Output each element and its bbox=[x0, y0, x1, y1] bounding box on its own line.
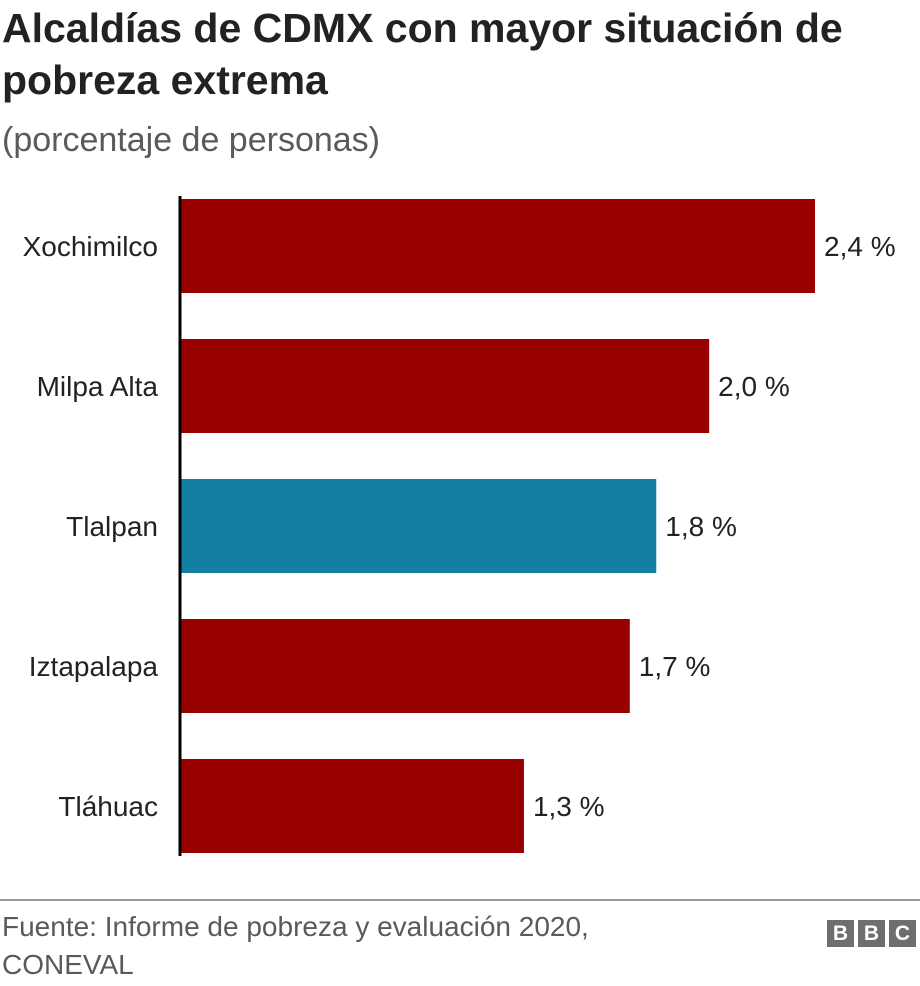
footer-divider bbox=[0, 899, 920, 901]
bbc-logo: B B C bbox=[827, 920, 916, 947]
bbc-logo-letter: B bbox=[827, 920, 854, 947]
chart-subtitle: (porcentaje de personas) bbox=[2, 121, 381, 159]
category-label: Tlalpan bbox=[66, 511, 158, 542]
value-label: 1,3 % bbox=[533, 791, 605, 822]
chart-title: Alcaldías de CDMX con mayor situación de… bbox=[2, 5, 843, 103]
bar-iztapalapa bbox=[180, 619, 630, 713]
bar-tlalpan bbox=[180, 479, 657, 573]
value-label: 1,8 % bbox=[665, 511, 737, 542]
bar-chart-svg: Xochimilco 2,4 % Milpa Alta 2,0 % Tlalpan 1,8… bbox=[23, 196, 896, 856]
bbc-logo-letter: B bbox=[858, 920, 885, 947]
value-label: 1,7 % bbox=[639, 651, 711, 682]
bbc-logo-letter: C bbox=[889, 920, 916, 947]
value-label: 2,0 % bbox=[718, 371, 790, 402]
value-label: 2,4 % bbox=[824, 231, 896, 262]
bar-chart: Xochimilco 2,4 % Milpa Alta 2,0 % Tlalpan 1,8… bbox=[0, 180, 920, 885]
category-label: Xochimilco bbox=[23, 231, 158, 262]
bar-tl-huac bbox=[180, 759, 524, 853]
bar-xochimilco bbox=[180, 199, 815, 293]
category-label: Tláhuac bbox=[58, 791, 158, 822]
bar-milpa-alta bbox=[180, 339, 710, 433]
source-note: Fuente: Informe de pobreza y evaluación … bbox=[2, 911, 589, 980]
category-label: Milpa Alta bbox=[37, 371, 159, 402]
category-label: Iztapalapa bbox=[29, 651, 159, 682]
